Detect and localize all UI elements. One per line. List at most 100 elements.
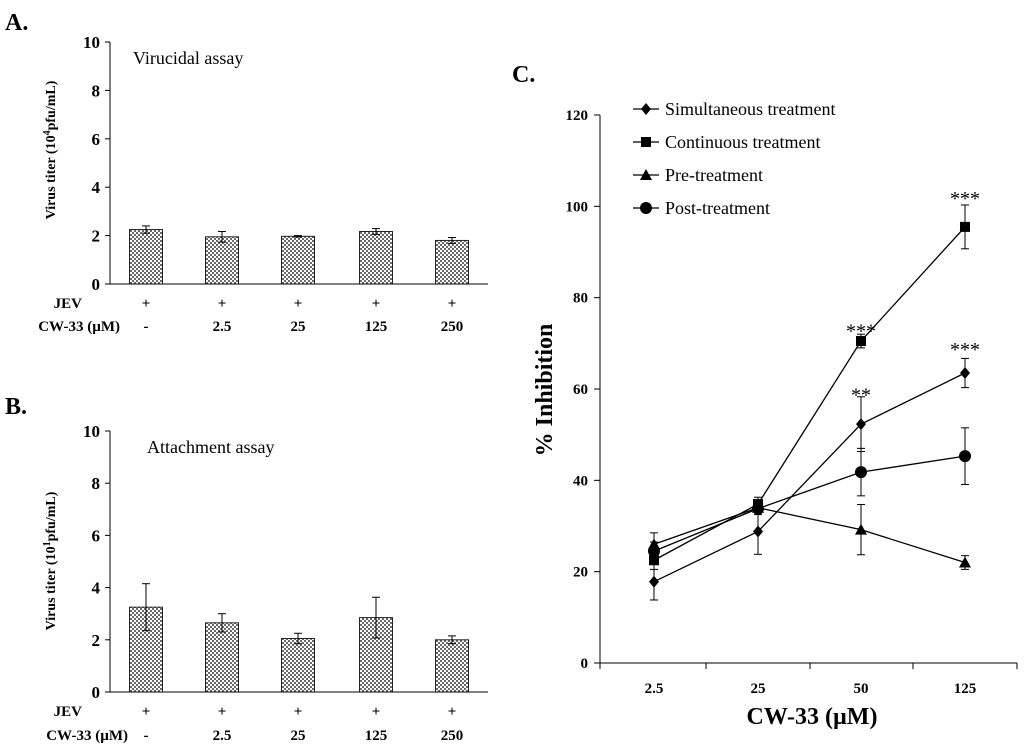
legend-label-circle: Post-treatment	[665, 198, 770, 218]
cw33-cell-2: 25	[291, 728, 306, 744]
series-line-diamond	[653, 372, 966, 583]
panel-a-row-label-cw33: CW-33 (µM)	[38, 319, 120, 335]
jev-cell-2: +	[294, 296, 303, 312]
ytick-label-0: 0	[92, 275, 101, 294]
point-diamond-2	[856, 418, 866, 431]
point-square-3	[960, 221, 970, 232]
panel-a: A. Virucidal assay Virus titer (104pfu/m…	[5, 10, 488, 335]
bar-3	[359, 230, 393, 285]
bar-4	[435, 639, 469, 693]
panel-a-ylabel: Virus titer (104pfu/mL)	[42, 80, 60, 219]
cw33-cell-4: 250	[441, 728, 464, 744]
panel-a-rows: + - +2.5 +25 +125 +250	[142, 296, 464, 335]
series-line-triangle	[653, 507, 966, 564]
c-xtick-label-2: 50	[854, 681, 869, 697]
legend-marker-triangle	[640, 169, 652, 180]
ytick-label-4: 4	[92, 579, 101, 598]
panel-c-legend: Simultaneous treatment Continuous treatme…	[633, 99, 835, 218]
panel-b-ylabel: Virus titer (101pfu/mL)	[42, 491, 60, 630]
c-xtick-label-3: 125	[954, 681, 977, 697]
cw33-cell-3: 125	[365, 319, 388, 335]
point-circle-2	[855, 466, 867, 479]
point-circle-0	[648, 545, 660, 558]
legend-label-triangle: Pre-treatment	[665, 165, 763, 185]
point-diamond-0	[649, 575, 659, 588]
c-ytick-label-40: 40	[573, 473, 588, 489]
jev-cell-3: +	[372, 296, 381, 312]
bar-2	[281, 637, 315, 693]
panel-b-bars	[129, 583, 469, 693]
jev-cell-0: +	[142, 296, 151, 312]
point-triangle-3	[959, 556, 971, 568]
point-diamond-3	[960, 367, 970, 380]
panel-b-row-label-cw33: CW-33 (µM)	[46, 728, 128, 744]
series-line-circle	[653, 455, 966, 552]
panel-a-bars	[129, 225, 469, 285]
panel-b-title: Attachment assay	[147, 437, 274, 457]
c-ytick-label-80: 80	[573, 291, 588, 307]
panel-c-series	[648, 204, 971, 601]
ytick-label-0: 0	[92, 683, 101, 702]
jev-cell-3: +	[372, 704, 381, 720]
c-ytick-label-60: 60	[573, 382, 588, 398]
bar-1	[205, 622, 239, 693]
significance-marker-2: ***	[950, 339, 980, 361]
jev-cell-0: +	[142, 704, 151, 720]
jev-cell-1: +	[218, 296, 227, 312]
ytick-label-8: 8	[92, 81, 101, 100]
jev-cell-1: +	[218, 704, 227, 720]
legend-marker-square	[641, 137, 651, 147]
legend-marker-diamond	[641, 103, 651, 115]
panel-a-row-label-jev: JEV	[54, 296, 83, 312]
panel-b: B. Attachment assay Virus titer (101pfu/…	[5, 394, 488, 744]
bar-0	[129, 229, 163, 285]
panel-c-letter: C.	[512, 62, 535, 88]
panel-b-rows: + - +2.5 +25 +125 +250	[142, 704, 464, 744]
cw33-cell-1: 2.5	[213, 319, 232, 335]
series-line-square	[653, 226, 966, 561]
ytick-label-2: 2	[92, 631, 101, 650]
panel-c-annotations: ***********	[846, 188, 980, 406]
panel-c: C. % Inhibition CW-33 (µM) 0 20 40 60 80 100 1…	[512, 62, 1018, 730]
cw33-cell-1: 2.5	[213, 728, 232, 744]
ytick-label-10: 10	[83, 422, 100, 441]
ytick-label-2: 2	[92, 227, 101, 246]
cw33-cell-4: 250	[441, 319, 464, 335]
cw33-cell-0: -	[144, 728, 149, 744]
point-circle-3	[959, 450, 971, 463]
ytick-label-10: 10	[83, 33, 100, 52]
bar-4	[435, 239, 469, 285]
panel-a-letter: A.	[5, 10, 28, 36]
legend-label-square: Continuous treatment	[665, 132, 820, 152]
panel-a-yticks: 0 2 4 6 8 10	[83, 33, 110, 294]
cw33-cell-0: -	[144, 319, 149, 335]
cw33-cell-3: 125	[365, 728, 388, 744]
jev-cell-2: +	[294, 704, 303, 720]
point-circle-1	[752, 502, 764, 515]
panel-c-ylabel: % Inhibition	[532, 324, 558, 457]
cw33-cell-2: 25	[291, 319, 306, 335]
panel-a-title: Virucidal assay	[133, 48, 243, 68]
ytick-label-6: 6	[92, 130, 101, 149]
c-ytick-label-20: 20	[573, 565, 588, 581]
bar-1	[205, 236, 239, 285]
ytick-label-8: 8	[92, 474, 101, 493]
panel-c-xlabel: CW-33 (µM)	[747, 704, 878, 730]
c-ytick-label-0: 0	[581, 656, 589, 672]
c-xtick-label-0: 2.5	[645, 681, 664, 697]
significance-marker-3: **	[851, 385, 871, 407]
point-triangle-2	[855, 523, 867, 535]
point-diamond-1	[753, 525, 763, 538]
legend-marker-circle	[640, 202, 652, 214]
significance-marker-0: ***	[950, 188, 980, 210]
bar-2	[281, 235, 315, 285]
c-xtick-label-1: 25	[751, 681, 766, 697]
panel-c-yticks: 0 20 40 60 80 100 120	[566, 108, 600, 672]
c-ytick-label-120: 120	[566, 108, 589, 124]
panel-b-row-label-jev: JEV	[54, 704, 83, 720]
c-ytick-label-100: 100	[566, 199, 589, 215]
legend-label-diamond: Simultaneous treatment	[665, 99, 835, 119]
panel-b-letter: B.	[5, 394, 27, 420]
ytick-label-6: 6	[92, 526, 101, 545]
